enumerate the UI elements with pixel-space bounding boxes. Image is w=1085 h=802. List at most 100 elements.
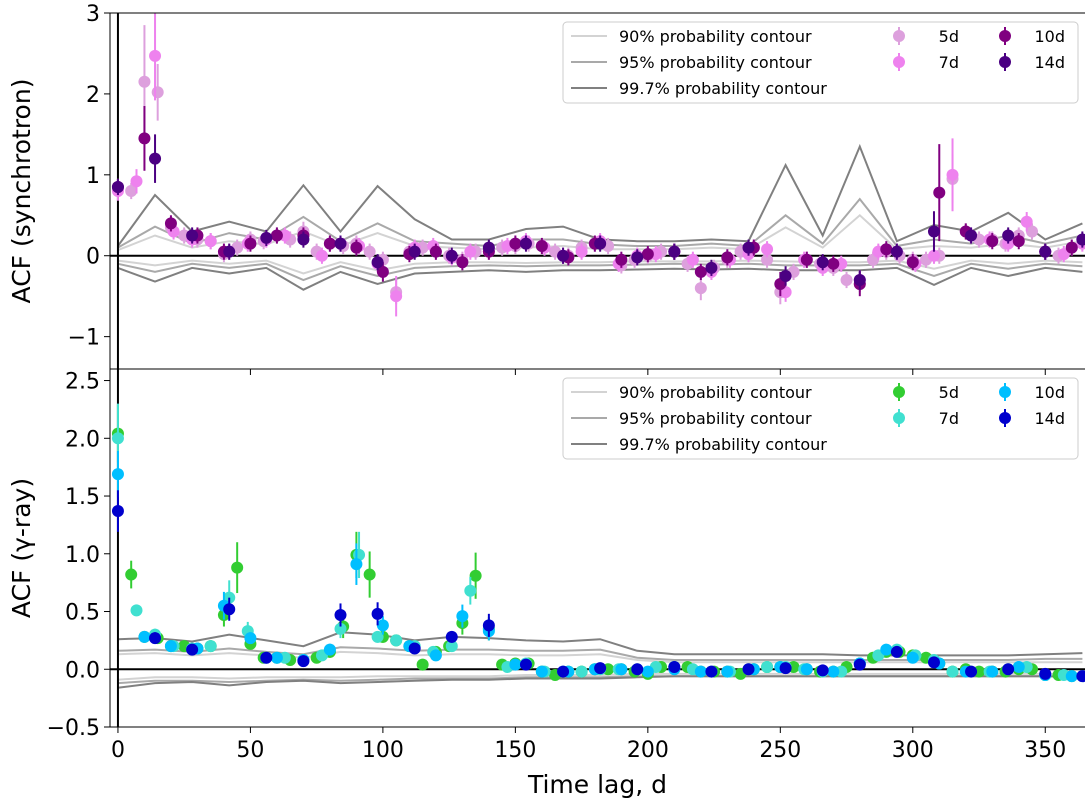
marker-14d	[371, 607, 384, 620]
marker-5d	[840, 274, 853, 286]
marker-7d	[1020, 215, 1033, 228]
contour-99-7-probability-contour-lower	[117, 266, 1083, 291]
marker-14d	[445, 249, 458, 262]
legend-marker-10d	[999, 386, 1011, 398]
x-tick-label: 150	[494, 738, 536, 763]
marker-10d	[721, 251, 734, 264]
marker-10d	[800, 663, 813, 676]
legend-label-99-7-probability-contour: 99.7% probability contour	[619, 435, 827, 454]
marker-14d	[482, 619, 495, 632]
x-tick-label: 300	[892, 738, 934, 763]
marker-7d	[575, 245, 588, 258]
marker-7d	[761, 660, 774, 673]
marker-10d	[800, 253, 813, 266]
marker-14d	[408, 245, 421, 258]
marker-14d	[223, 603, 236, 616]
marker-7d	[946, 168, 959, 181]
legend-label-99-7-probability-contour: 99.7% probability contour	[619, 79, 827, 98]
marker-14d	[742, 663, 755, 676]
legend-marker-14d	[999, 412, 1011, 424]
marker-10d	[880, 643, 893, 656]
marker-7d	[334, 622, 347, 635]
marker-7d	[1057, 248, 1070, 261]
marker-14d	[890, 245, 903, 258]
marker-14d	[334, 237, 347, 250]
marker-5d	[694, 282, 707, 295]
legend-label-95-probability-contour: 95% probability contour	[619, 53, 812, 72]
marker-10d	[986, 235, 999, 248]
marker-10d	[933, 186, 946, 199]
marker-5d	[138, 75, 151, 88]
marker-10d	[641, 248, 654, 261]
marker-14d	[1039, 667, 1052, 680]
x-axis-label: Time lag, d	[527, 770, 667, 799]
marker-7d	[130, 175, 143, 188]
legend-marker-7d	[893, 412, 905, 424]
marker-10d	[694, 665, 707, 678]
marker-10d	[827, 665, 840, 678]
marker-10d	[615, 663, 628, 676]
marker-14d	[1002, 663, 1015, 676]
marker-14d	[111, 505, 124, 518]
marker-14d	[1076, 670, 1085, 683]
legend-box	[562, 377, 1079, 460]
marker-10d	[615, 253, 628, 266]
y-axis-label: ACF (synchrotron)	[7, 79, 36, 304]
marker-10d	[350, 558, 363, 571]
marker-10d	[164, 640, 177, 653]
marker-10d	[694, 265, 707, 278]
gamma-ray-acf-panel: −0.5 0.0 0.5 1.0 1.5 2.0 2.5 0 50 100 150 200 250 300…	[7, 368, 1085, 763]
contour-90-probability-contour-lower	[117, 259, 1083, 275]
marker-7d	[204, 235, 217, 248]
y-tick-label: −1	[68, 326, 100, 351]
legend-label-7d: 7d	[939, 53, 959, 72]
legend-label-90-probability-contour: 90% probability contour	[619, 27, 812, 46]
x-tick-label: 0	[111, 738, 125, 763]
marker-5d	[231, 561, 244, 574]
marker-10d	[1065, 241, 1078, 254]
marker-10d	[509, 237, 522, 250]
x-tick-label: 50	[236, 738, 264, 763]
legend-label-10d: 10d	[1034, 383, 1065, 402]
synchrotron-acf-panel: −1 0 1 2 3 ACF (synchrotron) 90% probability c…	[7, 2, 1085, 375]
legend-label-7d: 7d	[939, 409, 959, 428]
marker-10d	[509, 658, 522, 671]
legend-marker-5d	[893, 30, 905, 42]
marker-14d	[890, 645, 903, 658]
marker-10d	[880, 243, 893, 256]
marker-10d	[1012, 660, 1025, 673]
marker-10d	[376, 265, 389, 278]
marker-14d	[519, 237, 532, 250]
marker-10d	[323, 643, 336, 656]
marker-14d	[223, 245, 236, 258]
marker-10d	[456, 256, 469, 269]
marker-10d	[456, 610, 469, 623]
marker-10d	[376, 619, 389, 632]
marker-14d	[519, 658, 532, 671]
y-tick-label: 2.0	[65, 427, 100, 452]
x-tick-label: 350	[1024, 738, 1066, 763]
marker-14d	[1076, 233, 1085, 246]
marker-14d	[594, 237, 607, 250]
marker-10d	[721, 665, 734, 678]
marker-10d	[244, 632, 257, 645]
marker-14d	[334, 608, 347, 621]
y-tick-label: 1	[86, 164, 100, 189]
marker-14d	[186, 643, 199, 656]
marker-10d	[429, 245, 442, 258]
y-tick-label: 0	[86, 245, 100, 270]
marker-7d	[575, 665, 588, 678]
marker-7d	[149, 49, 162, 62]
x-tick-label: 200	[627, 738, 669, 763]
marker-14d	[149, 632, 162, 645]
marker-5d	[125, 568, 138, 581]
marker-14d	[1002, 229, 1015, 242]
marker-14d	[260, 651, 273, 664]
marker-14d	[705, 665, 718, 678]
marker-10d	[986, 665, 999, 678]
marker-10d	[244, 237, 257, 250]
marker-14d	[853, 658, 866, 671]
marker-10d	[641, 665, 654, 678]
marker-14d	[668, 660, 681, 673]
